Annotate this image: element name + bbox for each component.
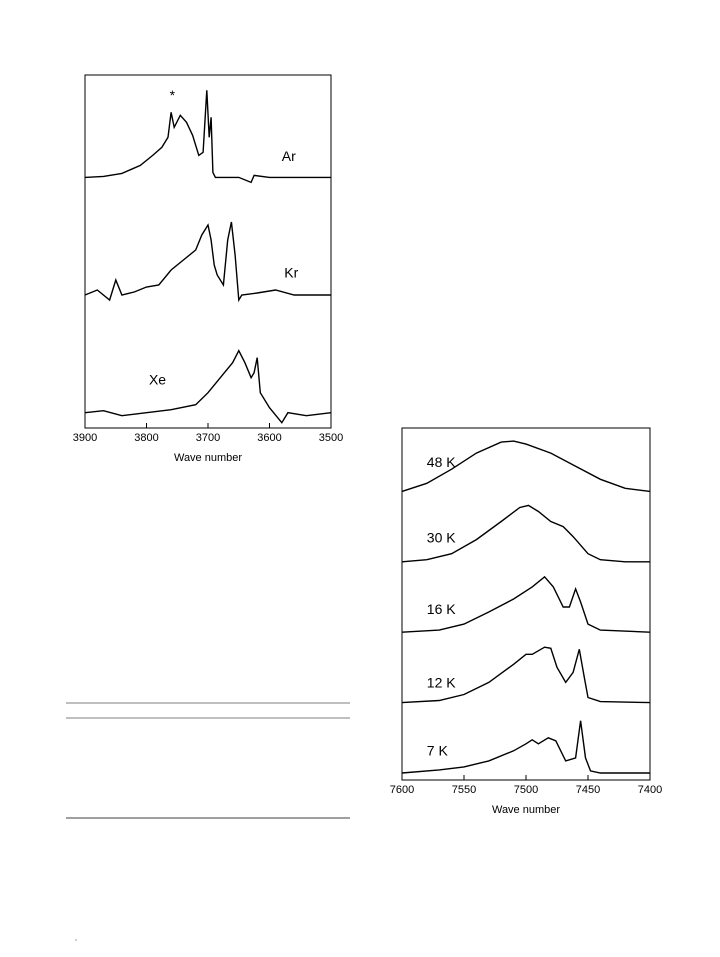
- series-label: 12 K: [427, 674, 456, 690]
- x-tick-label: 7400: [638, 784, 662, 796]
- x-tick-label: 3700: [196, 432, 220, 444]
- x-tick-label: 7600: [390, 784, 414, 796]
- series-label: 16 K: [427, 601, 456, 617]
- spectrum-line: [84, 221, 331, 303]
- x-tick-label: 7450: [576, 784, 600, 796]
- x-tick-label: 3600: [257, 432, 281, 444]
- x-tick-label: 3800: [134, 432, 158, 444]
- x-tick-label: 7550: [452, 784, 476, 796]
- x-tick-label: 7500: [514, 784, 538, 796]
- spectrum-line: [401, 504, 650, 563]
- x-axis-title: Wave number: [174, 452, 242, 464]
- dot: [75, 939, 77, 941]
- annotation: *: [170, 87, 176, 103]
- spectrum-line: [84, 349, 332, 424]
- spectrum-line: [401, 720, 650, 774]
- spectrum-line: [401, 646, 651, 704]
- x-tick-label: 3500: [319, 432, 343, 444]
- series-label: 30 K: [427, 529, 456, 545]
- series-label: 48 K: [427, 454, 456, 470]
- series-label: Xe: [149, 371, 166, 387]
- x-axis-title: Wave number: [492, 804, 560, 816]
- spectrum-line: [84, 90, 331, 184]
- plot-frame: [84, 74, 332, 429]
- series-label: Ar: [282, 148, 296, 164]
- x-tick-label: 3900: [73, 432, 97, 444]
- series-label: Kr: [284, 265, 298, 281]
- spectrum-line: [401, 575, 651, 633]
- spectrum-line: [401, 440, 651, 493]
- series-label: 7 K: [427, 743, 449, 759]
